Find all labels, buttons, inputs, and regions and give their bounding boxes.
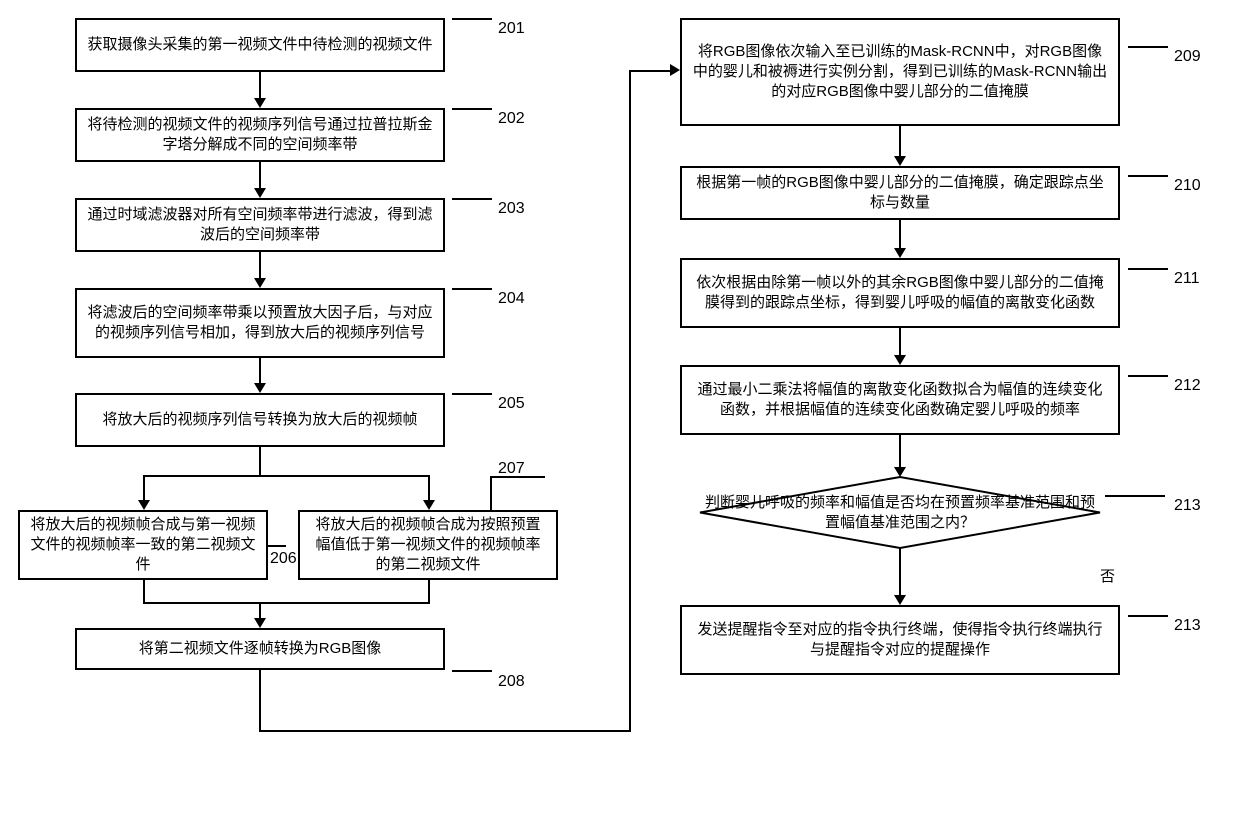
- node-206: 将放大后的视频帧合成与第一视频文件的视频帧率一致的第二视频文件: [18, 510, 268, 580]
- arrow-split-h: [143, 475, 428, 477]
- arrow-join-h: [143, 602, 430, 604]
- node-201-text: 获取摄像头采集的第一视频文件中待检测的视频文件: [87, 35, 432, 55]
- node-209-text: 将RGB图像依次输入至已训练的Mask-RCNN中，对RGB图像中的婴儿和被褥进…: [692, 42, 1108, 103]
- node-211-text: 依次根据由除第一帧以外的其余RGB图像中婴儿部分的二值掩膜得到的跟踪点坐标，得到…: [692, 273, 1108, 314]
- node-204: 将滤波后的空间频率带乘以预置放大因子后，与对应的视频序列信号相加，得到放大后的视…: [75, 288, 445, 358]
- arrow-split-207: [428, 475, 430, 502]
- arrow-203-204: [259, 252, 261, 280]
- node-207: 将放大后的视频帧合成为按照预置幅值低于第一视频文件的视频帧率的第二视频文件: [298, 510, 558, 580]
- arrow-202-203: [259, 162, 261, 190]
- node-213-diamond: 判断婴儿呼吸的频率和幅值是否均在预置频率基准范围和预置幅值基准范围之内？: [680, 475, 1120, 550]
- label-209: 209: [1174, 48, 1201, 66]
- arrow-head-join-208: [254, 618, 266, 628]
- label-line-207b: [490, 476, 492, 510]
- arrow-head-204-205: [254, 383, 266, 393]
- label-line-206: [268, 545, 286, 547]
- label-line-212: [1128, 375, 1168, 377]
- node-202-text: 将待检测的视频文件的视频序列信号通过拉普拉斯金字塔分解成不同的空间频率带: [87, 115, 433, 156]
- arrow-head-211-212: [894, 355, 906, 365]
- arrow-209-210: [899, 126, 901, 158]
- node-212-text: 通过最小二乘法将幅值的离散变化函数拟合为幅值的连续变化函数，并根据幅值的连续变化…: [692, 380, 1108, 421]
- arrow-head-208-209: [670, 64, 680, 76]
- label-202: 202: [498, 110, 525, 128]
- node-203: 通过时域滤波器对所有空间频率带进行滤波，得到滤波后的空间频率带: [75, 198, 445, 252]
- node-208-text: 将第二视频文件逐帧转换为RGB图像: [139, 639, 382, 659]
- node-210: 根据第一帧的RGB图像中婴儿部分的二值掩膜，确定跟踪点坐标与数量: [680, 166, 1120, 220]
- arrow-206-join: [143, 580, 145, 602]
- label-line-208: [452, 670, 492, 672]
- label-207: 207: [498, 460, 525, 478]
- label-line-209: [1128, 46, 1168, 48]
- arrow-208-up: [629, 70, 631, 732]
- arrow-head-split-207: [423, 500, 435, 510]
- arrow-205-split: [259, 447, 261, 475]
- arrow-split-206: [143, 475, 145, 502]
- label-205: 205: [498, 395, 525, 413]
- arrow-head-201-202: [254, 98, 266, 108]
- node-203-text: 通过时域滤波器对所有空间频率带进行滤波，得到滤波后的空间频率带: [87, 205, 433, 246]
- node-209: 将RGB图像依次输入至已训练的Mask-RCNN中，对RGB图像中的婴儿和被褥进…: [680, 18, 1120, 126]
- label-line-213: [1105, 495, 1165, 497]
- node-208: 将第二视频文件逐帧转换为RGB图像: [75, 628, 445, 670]
- arrow-201-202: [259, 72, 261, 100]
- label-204: 204: [498, 290, 525, 308]
- flowchart-container: 获取摄像头采集的第一视频文件中待检测的视频文件 201 将待检测的视频文件的视频…: [0, 0, 1240, 837]
- arrow-head-212-213: [894, 467, 906, 477]
- arrow-head-213-214: [894, 595, 906, 605]
- node-212: 通过最小二乘法将幅值的离散变化函数拟合为幅值的连续变化函数，并根据幅值的连续变化…: [680, 365, 1120, 435]
- arrow-head-210-211: [894, 248, 906, 258]
- node-207-text: 将放大后的视频帧合成为按照预置幅值低于第一视频文件的视频帧率的第二视频文件: [310, 515, 546, 576]
- arrow-213-214: [899, 548, 901, 597]
- label-line-203: [452, 198, 492, 200]
- node-214: 发送提醒指令至对应的指令执行终端，使得指令执行终端执行与提醒指令对应的提醒操作: [680, 605, 1120, 675]
- node-213-text: 判断婴儿呼吸的频率和幅值是否均在预置频率基准范围和预置幅值基准范围之内？: [702, 492, 1098, 533]
- node-204-text: 将滤波后的空间频率带乘以预置放大因子后，与对应的视频序列信号相加，得到放大后的视…: [87, 303, 433, 344]
- edge-label-no: 否: [1100, 565, 1115, 586]
- arrow-head-split-206: [138, 500, 150, 510]
- label-line-201: [452, 18, 492, 20]
- label-208: 208: [498, 673, 525, 691]
- node-205: 将放大后的视频序列信号转换为放大后的视频帧: [75, 393, 445, 447]
- arrow-208-h: [259, 730, 629, 732]
- label-line-205: [452, 393, 492, 395]
- label-212: 212: [1174, 377, 1201, 395]
- label-206: 206: [270, 550, 297, 568]
- arrow-head-202-203: [254, 188, 266, 198]
- label-line-214: [1128, 615, 1168, 617]
- arrow-210-211: [899, 220, 901, 250]
- label-line-210: [1128, 175, 1168, 177]
- arrow-head-203-204: [254, 278, 266, 288]
- arrow-204-205: [259, 358, 261, 385]
- label-214: 213: [1174, 617, 1201, 635]
- arrow-head-209-210: [894, 156, 906, 166]
- arrow-208-h2: [629, 70, 672, 72]
- node-205-text: 将放大后的视频序列信号转换为放大后的视频帧: [102, 410, 417, 430]
- node-206-text: 将放大后的视频帧合成与第一视频文件的视频帧率一致的第二视频文件: [30, 515, 256, 576]
- node-211: 依次根据由除第一帧以外的其余RGB图像中婴儿部分的二值掩膜得到的跟踪点坐标，得到…: [680, 258, 1120, 328]
- node-202: 将待检测的视频文件的视频序列信号通过拉普拉斯金字塔分解成不同的空间频率带: [75, 108, 445, 162]
- arrow-212-213: [899, 435, 901, 470]
- label-201: 201: [498, 20, 525, 38]
- arrow-211-212: [899, 328, 901, 357]
- label-210: 210: [1174, 177, 1201, 195]
- node-210-text: 根据第一帧的RGB图像中婴儿部分的二值掩膜，确定跟踪点坐标与数量: [692, 173, 1108, 214]
- node-214-text: 发送提醒指令至对应的指令执行终端，使得指令执行终端执行与提醒指令对应的提醒操作: [692, 620, 1108, 661]
- arrow-207-join: [428, 580, 430, 602]
- label-line-202: [452, 108, 492, 110]
- arrow-208-down: [259, 670, 261, 730]
- label-213: 213: [1174, 497, 1201, 515]
- label-line-204: [452, 288, 492, 290]
- label-203: 203: [498, 200, 525, 218]
- label-211: 211: [1174, 270, 1200, 288]
- node-201: 获取摄像头采集的第一视频文件中待检测的视频文件: [75, 18, 445, 72]
- label-line-211: [1128, 268, 1168, 270]
